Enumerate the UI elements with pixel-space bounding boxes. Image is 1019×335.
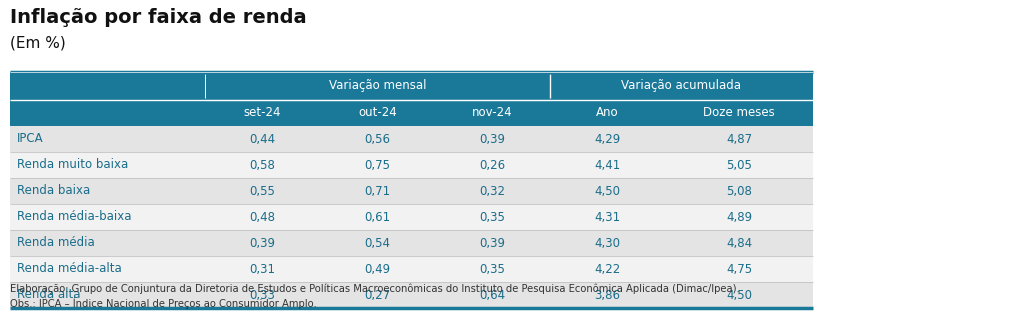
Text: 0,75: 0,75 (364, 158, 390, 172)
Bar (10, 152, 812, 178)
Text: 0,55: 0,55 (250, 185, 275, 198)
Text: 3,86: 3,86 (594, 288, 620, 302)
Bar (10, 72, 812, 100)
Text: 4,75: 4,75 (726, 263, 751, 275)
Text: 4,87: 4,87 (726, 133, 751, 145)
Text: 5,05: 5,05 (726, 158, 751, 172)
Text: out-24: out-24 (358, 107, 396, 120)
Text: Renda média: Renda média (17, 237, 95, 250)
Text: 4,50: 4,50 (726, 288, 751, 302)
Text: Ano: Ano (595, 107, 619, 120)
Text: Elaboração: Grupo de Conjuntura da Diretoria de Estudos e Políticas Macroeconômi: Elaboração: Grupo de Conjuntura da Diret… (10, 283, 739, 293)
Text: 0,58: 0,58 (250, 158, 275, 172)
Text: 4,41: 4,41 (594, 158, 620, 172)
Text: Inflação por faixa de renda: Inflação por faixa de renda (10, 8, 307, 27)
Text: (Em %): (Em %) (10, 36, 65, 51)
Text: Obs.: IPCA – Índice Nacional de Preços ao Consumidor Amplo.: Obs.: IPCA – Índice Nacional de Preços a… (10, 297, 317, 309)
Bar (10, 126, 812, 152)
Text: 0,61: 0,61 (364, 210, 390, 223)
Text: 0,49: 0,49 (364, 263, 390, 275)
Text: 0,39: 0,39 (250, 237, 275, 250)
Text: 4,30: 4,30 (594, 237, 620, 250)
Text: IPCA: IPCA (17, 133, 44, 145)
Text: Renda alta: Renda alta (17, 288, 81, 302)
Text: 0,32: 0,32 (479, 185, 505, 198)
Text: set-24: set-24 (244, 107, 281, 120)
Text: nov-24: nov-24 (472, 107, 513, 120)
Text: 4,22: 4,22 (594, 263, 620, 275)
Text: 4,50: 4,50 (594, 185, 620, 198)
Text: Variação acumulada: Variação acumulada (621, 79, 741, 92)
Bar (10, 178, 812, 204)
Text: 0,44: 0,44 (250, 133, 275, 145)
Text: 0,33: 0,33 (250, 288, 275, 302)
Bar (10, 230, 812, 256)
Text: 5,08: 5,08 (726, 185, 751, 198)
Bar (10, 100, 812, 126)
Text: 0,64: 0,64 (479, 288, 505, 302)
Text: 4,29: 4,29 (594, 133, 620, 145)
Text: Doze meses: Doze meses (702, 107, 774, 120)
Bar (10, 204, 812, 230)
Text: 0,26: 0,26 (479, 158, 505, 172)
Text: Variação mensal: Variação mensal (328, 79, 426, 92)
Text: 0,27: 0,27 (364, 288, 390, 302)
Text: Renda baixa: Renda baixa (17, 185, 90, 198)
Bar (10, 282, 812, 308)
Bar (10, 256, 812, 282)
Text: 0,56: 0,56 (364, 133, 390, 145)
Text: 0,71: 0,71 (364, 185, 390, 198)
Text: 0,39: 0,39 (479, 237, 505, 250)
Text: 0,48: 0,48 (250, 210, 275, 223)
Text: 0,31: 0,31 (250, 263, 275, 275)
Text: 0,39: 0,39 (479, 133, 505, 145)
Text: 0,35: 0,35 (479, 210, 505, 223)
Text: Renda média-alta: Renda média-alta (17, 263, 121, 275)
Text: 4,84: 4,84 (726, 237, 751, 250)
Text: 4,31: 4,31 (594, 210, 620, 223)
Text: Renda média-baixa: Renda média-baixa (17, 210, 131, 223)
Text: 0,35: 0,35 (479, 263, 505, 275)
Text: Renda muito baixa: Renda muito baixa (17, 158, 128, 172)
Text: 4,89: 4,89 (726, 210, 751, 223)
Text: 0,54: 0,54 (364, 237, 390, 250)
